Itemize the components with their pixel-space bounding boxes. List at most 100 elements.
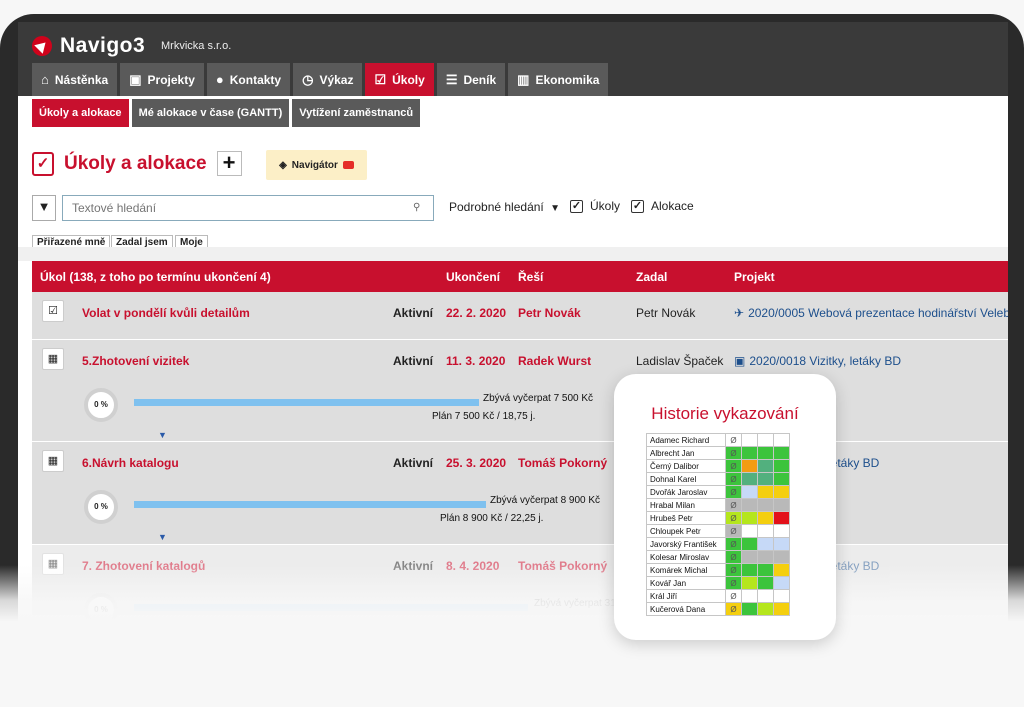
briefcase-icon: ▣: [129, 71, 142, 87]
history-cell: [741, 446, 758, 460]
progress-circle: 0 %: [84, 388, 118, 422]
subtab-3[interactable]: Vytížení zaměstnanců: [292, 99, 421, 127]
task-project-link[interactable]: letáky BD: [828, 456, 880, 470]
header-project[interactable]: Projekt: [734, 270, 775, 284]
task-icon[interactable]: ☑: [42, 300, 64, 322]
history-row: Adamec Richard Ø: [646, 433, 790, 447]
tab-4[interactable]: ◷ Výkaz: [293, 63, 363, 96]
tab-5[interactable]: ☑ Úkoly: [365, 63, 434, 96]
subtab-2[interactable]: Mé alokace v čase (GANTT): [131, 99, 290, 127]
history-row: Král Jiří Ø: [646, 589, 790, 603]
search-icon: ⚲: [413, 202, 421, 213]
subtab-1[interactable]: Úkoly a alokace: [32, 99, 129, 127]
tab-label: Projekty: [147, 72, 195, 87]
chart-icon: ▥: [517, 71, 530, 87]
history-cell: [757, 589, 774, 603]
task-name[interactable]: 5.Zhotovení vizitek: [82, 354, 190, 368]
history-cell: [741, 576, 758, 590]
tab-label: Ekonomika: [535, 72, 600, 87]
navigator-label: Navigátor: [291, 159, 338, 171]
task-solver[interactable]: Radek Wurst: [518, 354, 592, 368]
allocation-icon[interactable]: ▦: [42, 348, 64, 370]
header-task[interactable]: Úkol (138, z toho po termínu ukončení 4): [40, 270, 271, 284]
history-cell: [741, 498, 758, 512]
allocations-checkbox[interactable]: ✓ Alokace: [631, 199, 694, 213]
history-cell: [741, 602, 758, 616]
history-row: Hrubeš Petr Ø: [646, 511, 790, 525]
task-solver[interactable]: Petr Novák: [518, 306, 581, 320]
employee-name: Adamec Richard: [646, 433, 726, 447]
history-cell: [773, 459, 790, 473]
history-cell: [773, 524, 790, 538]
history-cell: [741, 563, 758, 577]
history-cell: [757, 550, 774, 564]
advanced-search-label: Podrobné hledání: [449, 200, 544, 214]
task-assigned-by: Petr Novák: [636, 306, 696, 320]
history-cell: [773, 589, 790, 603]
task-project-link[interactable]: ▣ 2020/0018 Vizitky, letáky BD: [734, 354, 901, 368]
logo-text: Navigo3: [60, 34, 146, 57]
history-row: Dvořák Jaroslav Ø: [646, 485, 790, 499]
tab-7[interactable]: ▥ Ekonomika: [508, 63, 609, 96]
task-status: Aktivní: [393, 306, 434, 320]
history-cell: [757, 563, 774, 577]
tab-3[interactable]: ● Kontakty: [206, 63, 291, 96]
expand-chevron-icon[interactable]: ▼: [158, 532, 167, 542]
navigator-button[interactable]: ◈ Navigátor: [266, 150, 367, 180]
history-cell: [741, 524, 758, 538]
table-header: Úkol (138, z toho po termínu ukončení 4)…: [32, 261, 1008, 292]
history-cell: [741, 472, 758, 486]
history-cell: [773, 576, 790, 590]
history-row: Hrabal Milan Ø: [646, 498, 790, 512]
tab-label: Nástěnka: [54, 72, 109, 87]
history-row: Kučerová Dana Ø: [646, 602, 790, 616]
separator: [18, 247, 1008, 261]
task-end-date: 25. 3. 2020: [446, 456, 507, 470]
table-row[interactable]: ▦ 6.Návrh katalogu Aktivní 25. 3. 2020 T…: [32, 442, 1008, 544]
task-project-link[interactable]: ✈ 2020/0005 Webová prezentace hodinářství…: [734, 306, 1008, 320]
allocation-icon[interactable]: ▦: [42, 450, 64, 472]
employee-name: Král Jiří: [646, 589, 726, 603]
tab-1[interactable]: ⌂ Nástěnka: [32, 63, 118, 96]
add-task-button[interactable]: +: [216, 151, 242, 176]
journal-icon: ☰: [445, 71, 458, 87]
plane-icon: ✈: [734, 306, 745, 320]
search-input[interactable]: [62, 195, 434, 221]
plan-budget: Plán 7 500 Kč / 18,75 j.: [432, 411, 536, 422]
task-solver[interactable]: Tomáš Pokorný: [518, 456, 608, 470]
main-nav: ⌂ Nástěnka ▣ Projekty ● Kontakty ◷ Výkaz ☑ Úkoly ☰…: [32, 63, 611, 96]
tab-label: Kontakty: [229, 72, 282, 87]
task-name[interactable]: 6.Návrh katalogu: [82, 456, 179, 470]
header-end[interactable]: Ukončení: [446, 270, 501, 284]
history-cell: [773, 563, 790, 577]
history-cell: [773, 446, 790, 460]
expand-chevron-icon[interactable]: ▼: [158, 430, 167, 440]
table-row[interactable]: ▦ 5.Zhotovení vizitek Aktivní 11. 3. 202…: [32, 340, 1008, 441]
history-cell: [741, 485, 758, 499]
logo[interactable]: Navigo3: [32, 34, 145, 58]
checkbox-checked-icon: ✓: [631, 199, 644, 213]
advanced-search-toggle[interactable]: Podrobné hledání ▼: [449, 200, 560, 214]
employee-name: Hrubeš Petr: [646, 511, 726, 525]
history-cell: [741, 537, 758, 551]
tasks-checkbox[interactable]: ✓ Úkoly: [570, 199, 620, 213]
task-name[interactable]: Volat v pondělí kvůli detailům: [82, 306, 250, 320]
bottom-fade: [0, 565, 1024, 707]
company-name: Mrkvicka s.r.o.: [161, 40, 232, 52]
table-row[interactable]: ☑ Volat v pondělí kvůli detailům Aktivní…: [32, 292, 1008, 339]
tab-2[interactable]: ▣ Projekty: [120, 63, 204, 96]
tab-6[interactable]: ☰ Deník: [436, 63, 506, 96]
employee-name: Hrabal Milan: [646, 498, 726, 512]
history-cell: [773, 485, 790, 499]
task-end-date: 22. 2. 2020: [446, 306, 507, 320]
budget-bar: [134, 501, 486, 508]
history-cell: [773, 550, 790, 564]
history-row: Chloupek Petr Ø: [646, 524, 790, 538]
header-solver[interactable]: Řeší: [518, 270, 544, 284]
header-by[interactable]: Zadal: [636, 270, 668, 284]
filter-button[interactable]: ▼: [32, 195, 56, 221]
history-cell: Ø: [725, 446, 742, 460]
task-status: Aktivní: [393, 456, 434, 470]
history-cell: Ø: [725, 589, 742, 603]
tab-label: Deník: [463, 72, 497, 87]
